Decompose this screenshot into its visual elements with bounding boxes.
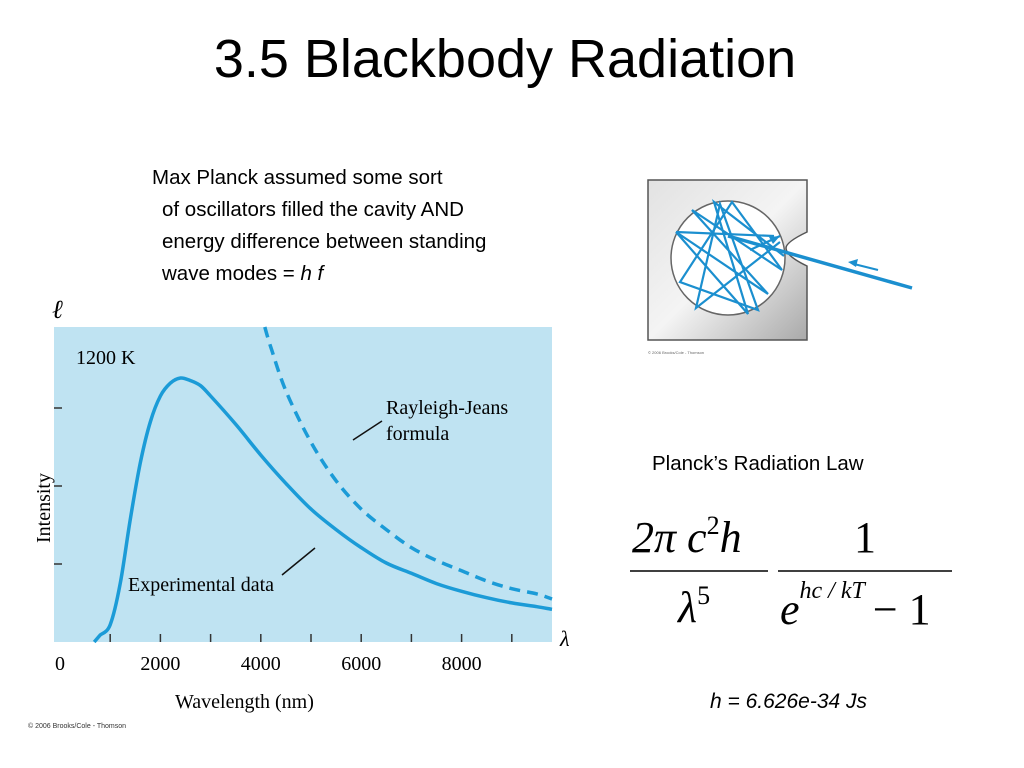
e-symbol: e: [780, 585, 800, 634]
cavity-hole: [670, 200, 786, 316]
blackbody-chart: ℓ λ 1200 K Rayleigh-Jeans formula Experi…: [33, 295, 570, 713]
incoming-arrowhead: [848, 259, 858, 267]
num1-main: 2π c: [632, 513, 707, 562]
planck-formula: 2π c2h λ5 1 ehc / kT − 1: [630, 511, 952, 634]
x-tick-labels: 0 2000 4000 6000 8000: [55, 653, 482, 675]
x-tick-label: 8000: [442, 653, 482, 675]
x-tick-marks: [109, 634, 513, 642]
lambda-symbol: λ: [676, 583, 697, 632]
hf-expression: h f: [300, 262, 324, 285]
den1-sup: 5: [697, 581, 710, 610]
numerator-2: 1: [854, 513, 876, 562]
rayleigh-jeans-curve: [263, 326, 553, 601]
description-line-2: of oscillators filled the cavity AND: [162, 198, 464, 221]
x-axis-symbol: λ: [559, 626, 570, 651]
law-title: Planck’s Radiation Law: [652, 452, 864, 475]
description-line-3: energy difference between standing: [162, 230, 487, 253]
rayleigh-jeans-label: Rayleigh-Jeans: [386, 397, 508, 419]
description-line-1: Max Planck assumed some sort: [152, 166, 443, 189]
num1-h: h: [720, 513, 742, 562]
x-tick-label: 0: [55, 653, 65, 675]
incoming-ray: [727, 234, 913, 290]
experimental-curve: [92, 376, 553, 644]
description-line-4-prefix: wave modes =: [162, 262, 301, 285]
ray-arrowhead: [769, 236, 780, 244]
minus-one: − 1: [873, 585, 931, 634]
experimental-data-label: Experimental data: [128, 574, 274, 596]
rayleigh-jeans-label-2: formula: [386, 423, 449, 445]
x-tick-label: 6000: [341, 653, 381, 675]
y-axis-symbol: ℓ: [52, 295, 63, 324]
x-tick-label: 2000: [140, 653, 180, 675]
num1-sup: 2: [707, 511, 720, 540]
slide-title: 3.5 Blackbody Radiation: [213, 29, 797, 89]
planck-constant: h = 6.626e-34 Js: [710, 690, 868, 713]
x-axis-label: Wavelength (nm): [175, 691, 314, 713]
denominator-2: ehc / kT − 1: [780, 578, 931, 634]
exponent: hc / kT: [800, 578, 867, 604]
incoming-arrow: [853, 263, 879, 271]
y-axis-label: Intensity: [33, 473, 55, 543]
cavity-illustration: [647, 179, 913, 341]
denominator-1: λ5: [676, 581, 710, 632]
temperature-label: 1200 K: [76, 347, 136, 369]
cavity-credit: © 2006 Brooks/Cole - Thomson: [648, 350, 705, 355]
numerator-1: 2π c2h: [632, 511, 742, 562]
description-text: Max Planck assumed some sort of oscillat…: [152, 162, 592, 290]
graph-credit: © 2006 Brooks/Cole - Thomson: [28, 723, 127, 730]
x-tick-label: 4000: [241, 653, 281, 675]
description-line-4: wave modes = h f: [152, 258, 592, 290]
experimental-leader: [281, 547, 316, 576]
rayleigh-jeans-leader: [352, 420, 383, 441]
